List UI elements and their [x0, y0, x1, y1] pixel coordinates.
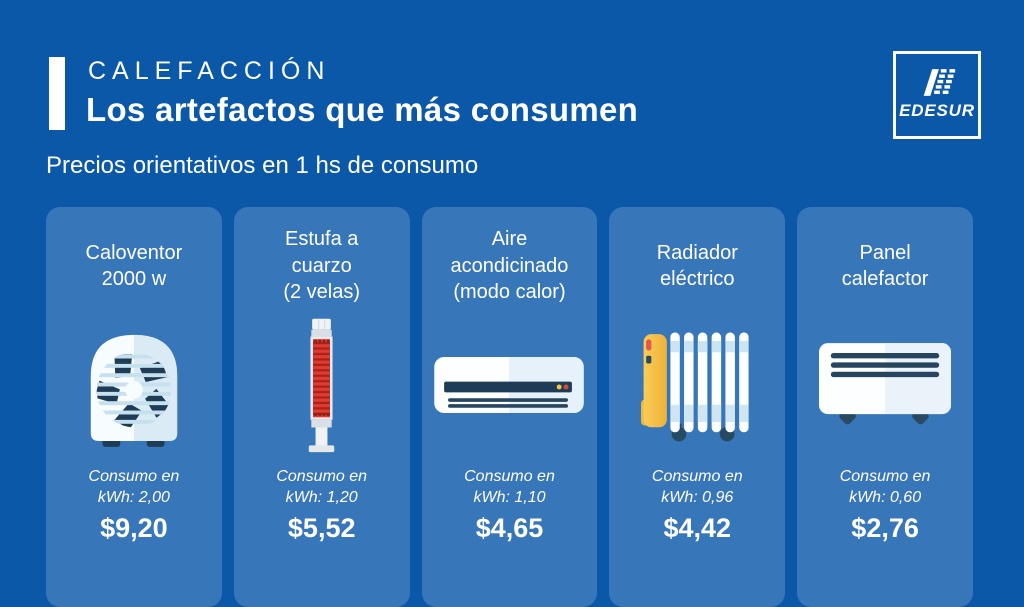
- appliance-name: Radiador eléctrico: [656, 241, 738, 290]
- price-label: $5,52: [287, 513, 356, 543]
- electric-radiator-icon: [641, 309, 753, 461]
- consumption-label: Consumo en kWh: 1,20: [276, 468, 368, 506]
- price-label: $4,65: [475, 513, 544, 543]
- edesur-logo-text: EDESUR: [899, 101, 975, 120]
- appliance-card-radiador: Radiador eléctrico: [609, 207, 786, 607]
- price-label: $9,20: [100, 513, 168, 543]
- air-conditioner-icon: [433, 309, 585, 461]
- page-title: Los artefactos que más consumen: [86, 91, 639, 128]
- appliance-card-caloventor: Caloventor 2000 w: [46, 207, 222, 607]
- fan-heater-icon: [79, 309, 189, 461]
- consumption-label: Consumo en kWh: 1,10: [464, 468, 555, 506]
- consumption-label: Consumo en kWh: 0,96: [651, 468, 743, 506]
- consumption-label: Consumo en kWh: 2,00: [88, 468, 180, 506]
- quartz-heater-icon: [301, 309, 342, 461]
- section-kicker: CALEFACCIÓN: [88, 57, 331, 85]
- appliance-card-panel: Panel calefactor Consumo en kWh: 0,60 $2…: [797, 207, 973, 607]
- appliance-name: Estufa a cuarzo (2 velas): [283, 228, 361, 304]
- panel-heater-icon: [818, 309, 952, 461]
- edesur-logo: EDESUR: [893, 51, 981, 139]
- edesur-stripes-icon: [923, 69, 956, 96]
- appliance-name: Aire acondicinado (modo calor): [450, 228, 569, 304]
- appliance-name: Panel calefactor: [841, 241, 929, 290]
- title-accent-bar: [49, 57, 65, 130]
- price-label: $4,42: [663, 513, 732, 543]
- appliance-name: Caloventor 2000 w: [85, 241, 183, 290]
- consumption-label: Consumo en kWh: 0,60: [839, 468, 931, 506]
- appliance-card-aire-acondicionado: Aire acondicinado (modo calor) Consumo e…: [421, 207, 598, 607]
- price-label: $2,76: [851, 513, 919, 543]
- appliance-cards: Caloventor 2000 w: [46, 207, 973, 607]
- appliance-card-estufa-cuarzo: Estufa a cuarzo (2 velas): [233, 207, 410, 607]
- page-subtitle: Precios orientativos en 1 hs de consumo: [46, 152, 479, 179]
